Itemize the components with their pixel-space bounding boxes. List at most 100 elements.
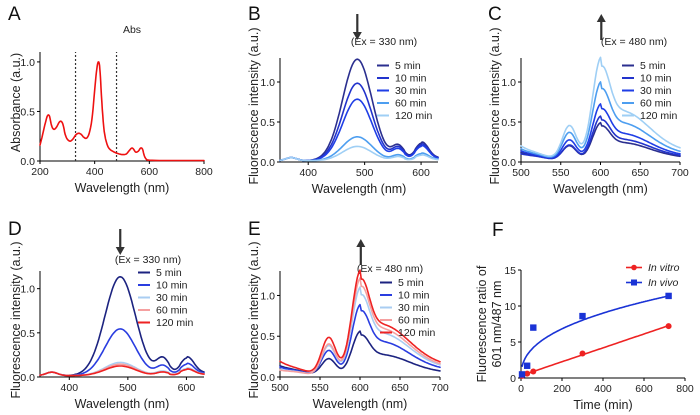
- legend-label: 60 min: [640, 98, 672, 110]
- x-tick-label: 550: [311, 382, 329, 394]
- x-axis-label: Wavelength (nm): [553, 182, 648, 196]
- legend-marker: [631, 279, 637, 286]
- data-point: [579, 350, 586, 357]
- x-tick-label: 700: [431, 382, 449, 394]
- x-axis-label: Time (min): [573, 398, 632, 412]
- x-tick-label: 400: [594, 383, 612, 395]
- legend-label: 5 min: [395, 60, 421, 72]
- y-tick-label: 0.5: [20, 106, 35, 118]
- excitation-annotation: (Ex = 330 nm): [115, 254, 181, 266]
- x-tick-label: 200: [31, 166, 49, 178]
- legend-label: 30 min: [398, 302, 430, 314]
- panel-f: F 0 200 400 600 800 0 5 10 15 Time (min) Fluorescen…: [475, 220, 694, 412]
- series-line-60-min: [279, 136, 439, 162]
- legend-label: 30 min: [395, 85, 427, 97]
- y-tick-label: 1.0: [20, 284, 35, 296]
- y-tick-label: 0.5: [501, 117, 516, 129]
- series-line-120-min: [279, 145, 439, 162]
- y-tick-label: 1.0: [20, 57, 35, 69]
- series-line-120-min: [520, 56, 681, 157]
- legend-label: In vivo: [648, 277, 679, 289]
- x-tick-label: 500: [271, 382, 289, 394]
- excitation-annotation: (Ex = 480 nm): [601, 36, 667, 48]
- data-point: [524, 370, 531, 377]
- panel-c: C 500 550 600 650 700 0.0 0.5 1.0 Wavelength (nm)…: [488, 4, 689, 196]
- y-axis-label: Fluorescence ratio of: [475, 265, 489, 382]
- excitation-annotation: (Ex = 480 nm): [357, 263, 423, 275]
- series-line-120-min: [39, 365, 205, 377]
- legend-label: 60 min: [398, 315, 430, 327]
- y-tick-label: 0.5: [260, 117, 275, 129]
- data-point: [665, 292, 672, 300]
- y-tick-label: 0.5: [20, 328, 35, 340]
- data-point: [530, 324, 537, 331]
- x-tick-label: 0: [518, 383, 524, 395]
- y-tick-label: 0.0: [501, 157, 516, 169]
- x-tick-label: 800: [195, 166, 213, 178]
- y-tick-label: 0.5: [260, 331, 275, 343]
- series-line-60-min: [520, 81, 681, 158]
- x-tick-label: 500: [356, 167, 374, 179]
- legend-label: 30 min: [156, 292, 188, 304]
- legend-label: 5 min: [156, 267, 182, 279]
- legend-label: In vitro: [648, 262, 680, 274]
- x-tick-label: 600: [351, 382, 369, 394]
- panel-a: A 200 400 600 800 0.0 0.5 1.0 Wavelength (nm) Abs…: [8, 4, 213, 195]
- panel-d: D 400 500 600 0.0 0.5 1.0 Wavelength (nm) Fluore…: [8, 219, 205, 411]
- legend-label: 10 min: [156, 280, 188, 292]
- legend-label: 120 min: [398, 327, 436, 339]
- x-tick-label: 600: [412, 167, 430, 179]
- x-tick-label: 500: [512, 167, 530, 179]
- panel-e: E 500 550 600 650 700 0.0 0.5 1.0 Wavelength (nm)…: [247, 219, 449, 411]
- panel-letter: D: [8, 219, 22, 240]
- y-axis-label: Fluorescence intensity (a.u.): [247, 27, 261, 184]
- data-point: [665, 323, 672, 330]
- arrow-down-icon: [115, 247, 125, 255]
- y-tick-label: 0.0: [260, 157, 275, 169]
- legend-label: 5 min: [640, 60, 666, 72]
- y-tick-label: 15: [504, 265, 516, 277]
- x-tick-label: 600: [635, 383, 653, 395]
- legend-label: 60 min: [156, 305, 188, 317]
- data-point: [579, 312, 586, 320]
- arrow-up-icon: [356, 239, 366, 247]
- y-axis-label: 601 nm/487 nm: [490, 281, 504, 368]
- panel-letter: C: [488, 4, 502, 25]
- panel-letter: F: [492, 220, 504, 241]
- x-tick-label: 600: [141, 166, 159, 178]
- legend-label: 120 min: [395, 110, 433, 122]
- series-line-120-min: [279, 269, 441, 372]
- x-tick-label: 600: [178, 382, 196, 394]
- x-tick-label: 800: [676, 383, 694, 395]
- y-tick-label: 1.0: [260, 290, 275, 302]
- x-axis-label: Wavelength (nm): [75, 397, 170, 411]
- data-point: [518, 371, 526, 378]
- legend-label: 10 min: [398, 290, 430, 302]
- x-tick-label: 650: [631, 167, 649, 179]
- arrow-up-icon: [596, 14, 606, 22]
- panel-b: B 400 500 600 0.0 0.5 1.0 Wavelength (nm) Fluore…: [247, 4, 439, 196]
- chart-title: Abs: [123, 24, 141, 36]
- y-tick-label: 0.0: [20, 156, 35, 168]
- x-axis-label: Wavelength (nm): [313, 397, 408, 411]
- x-axis-label: Wavelength (nm): [312, 182, 407, 196]
- fit-line-in-vitro: [520, 324, 669, 377]
- y-tick-label: 5: [510, 337, 516, 349]
- x-axis-label: Wavelength (nm): [75, 181, 170, 195]
- y-tick-label: 1.0: [260, 77, 275, 89]
- x-tick-label: 600: [592, 167, 610, 179]
- data-point: [523, 362, 531, 369]
- panel-letter: A: [8, 4, 21, 25]
- y-tick-label: 10: [504, 301, 516, 313]
- y-tick-label: 0: [510, 373, 516, 385]
- series-line-10-min: [39, 328, 205, 377]
- legend-label: 120 min: [156, 317, 194, 329]
- x-tick-label: 400: [299, 167, 317, 179]
- arrow-down-icon: [352, 32, 362, 40]
- legend-label: 60 min: [395, 98, 427, 110]
- legend-label: 120 min: [640, 110, 678, 122]
- legend-label: 10 min: [640, 73, 672, 85]
- x-tick-label: 550: [552, 167, 570, 179]
- legend-marker: [631, 264, 637, 271]
